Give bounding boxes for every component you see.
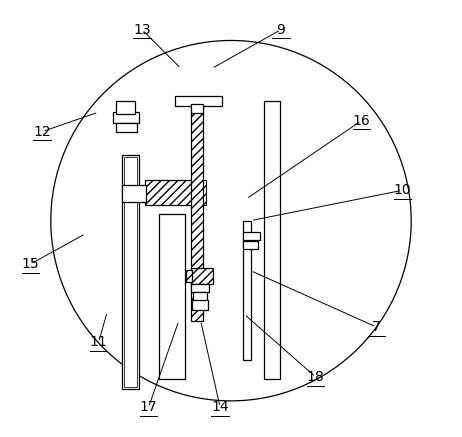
- Text: 12: 12: [33, 125, 51, 139]
- Bar: [122, 155, 140, 389]
- Bar: [186, 270, 192, 282]
- Bar: [191, 104, 203, 113]
- Bar: [116, 123, 137, 132]
- Bar: [113, 112, 139, 123]
- Text: 9: 9: [276, 23, 286, 37]
- Bar: [191, 284, 209, 292]
- Text: 7: 7: [372, 320, 381, 334]
- Bar: [197, 180, 206, 205]
- Bar: [191, 104, 203, 321]
- Bar: [243, 221, 250, 360]
- Bar: [243, 241, 258, 249]
- Text: 16: 16: [353, 114, 370, 128]
- Bar: [122, 184, 146, 202]
- Text: 18: 18: [307, 370, 324, 384]
- Text: 17: 17: [140, 400, 157, 414]
- Bar: [159, 214, 185, 379]
- Bar: [263, 101, 280, 379]
- Text: 10: 10: [394, 183, 411, 197]
- Bar: [175, 96, 222, 106]
- Bar: [146, 180, 197, 205]
- Bar: [192, 300, 207, 310]
- Text: 13: 13: [133, 23, 151, 37]
- Bar: [193, 292, 207, 301]
- Text: 11: 11: [90, 335, 108, 349]
- Bar: [124, 157, 137, 387]
- Bar: [243, 232, 260, 240]
- Bar: [116, 101, 135, 114]
- Text: 14: 14: [211, 400, 229, 414]
- Bar: [191, 268, 213, 284]
- Text: 15: 15: [22, 257, 39, 271]
